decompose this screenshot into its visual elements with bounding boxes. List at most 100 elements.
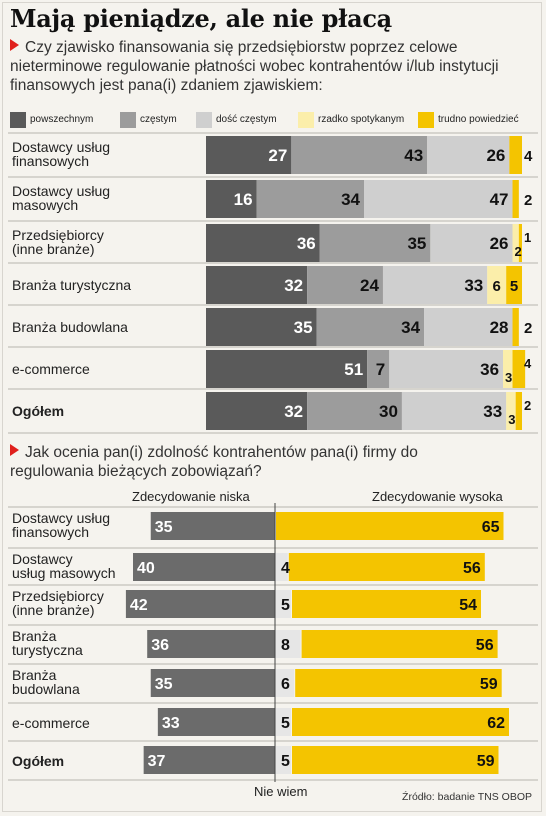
legend-swatch [298, 112, 314, 128]
data-label: 5 [281, 597, 290, 614]
data-label: 5 [510, 278, 518, 295]
bar-segment-trudno-powiedzieć [512, 350, 526, 388]
data-label: 28 [490, 318, 509, 337]
category-label: Ogółem [12, 753, 64, 769]
bar-zdecydowanie-wysoka [292, 746, 499, 774]
bar-zdecydowanie-niska [150, 512, 275, 540]
category-label: finansowych [12, 153, 89, 169]
data-label: 40 [137, 560, 155, 577]
data-label: 30 [379, 402, 398, 421]
bar-zdecydowanie-niska [133, 553, 275, 581]
bar-segment-powszechnym [206, 308, 317, 346]
category-label: Ogółem [12, 403, 64, 419]
question-1-text: Czy zjawisko finansowania się przedsiębi… [10, 39, 499, 94]
data-label: 4 [524, 356, 532, 371]
category-label: e-commerce [12, 715, 90, 731]
bar-segment-rzadko-spotykanym [512, 224, 519, 262]
data-label: 35 [155, 519, 173, 536]
bar-segment-powszechnym [206, 350, 368, 388]
red-triangle-icon [10, 39, 19, 51]
bar-segment-częstym [291, 136, 428, 174]
question-1: Czy zjawisko finansowania się przedsiębi… [10, 38, 540, 95]
bar-segment-częstym [319, 224, 431, 262]
data-label: 3 [505, 370, 512, 385]
legend: powszechnym częstym dość częstym rzadko … [10, 112, 540, 128]
data-label: 24 [360, 276, 379, 295]
bar-segment-trudno-powiedzieć [509, 136, 522, 174]
bar-segment-częstym [316, 308, 425, 346]
legend-swatch [10, 112, 26, 128]
legend-label: rzadko spotykanym [318, 114, 405, 125]
category-label: turystyczna [12, 642, 83, 658]
bar-segment-rzadko-spotykanym [487, 266, 507, 304]
bar-zdecydowanie-niska [150, 669, 275, 697]
bar-zdecydowanie-niska [125, 590, 276, 618]
category-label: Przedsiębiorcy [12, 227, 104, 243]
bar-segment-częstym [307, 266, 383, 304]
data-label: 32 [284, 276, 303, 295]
category-label: Branża turystyczna [12, 277, 131, 293]
data-label: 56 [463, 560, 481, 577]
bar-segment-powszechnym [206, 392, 308, 430]
data-label: 36 [297, 234, 316, 253]
bar-segment-dość-częstym [389, 350, 504, 388]
legend-label: dość częstym [216, 114, 277, 125]
data-label: 35 [155, 676, 173, 693]
bar-segment-dość-częstym [430, 224, 513, 262]
bar-zdecydowanie-wysoka [295, 669, 502, 697]
data-label: 65 [482, 519, 500, 536]
question-2: Jak ocenia pan(i) zdolność kontrahentów … [10, 443, 480, 481]
data-label: 6 [281, 676, 290, 693]
bar-segment-dość-częstym [364, 180, 513, 218]
bar-zdecydowanie-niska [157, 708, 275, 736]
data-label: 6 [493, 278, 501, 295]
bar-segment-rzadko-spotykanym [503, 350, 513, 388]
data-label: 3 [508, 412, 515, 427]
data-label: 32 [284, 402, 303, 421]
bar-segment-powszechnym [206, 266, 308, 304]
data-label: 36 [151, 637, 169, 654]
bar-segment-trudno-powiedzieć [518, 224, 522, 262]
data-label: 1 [524, 230, 531, 245]
bar-segment-częstym [367, 350, 390, 388]
data-label: 54 [459, 597, 477, 614]
question-2-text: Jak ocenia pan(i) zdolność kontrahentów … [10, 444, 418, 480]
bar-zdecydowanie-wysoka [301, 630, 498, 658]
bar-zdecydowanie-wysoka [288, 553, 485, 581]
data-label: 43 [404, 146, 423, 165]
bar-segment-trudno-powiedzieć [512, 180, 519, 218]
data-label: 26 [486, 146, 505, 165]
data-label: 33 [464, 276, 483, 295]
category-label: Przedsiębiorcy [12, 588, 104, 604]
category-label: Dostawcy [12, 551, 73, 567]
data-label: 4 [281, 560, 290, 577]
bar-zdecydowanie-wysoka [276, 512, 504, 540]
category-label: Branża budowlana [12, 319, 128, 335]
data-label: 34 [401, 318, 420, 337]
data-label: 34 [341, 190, 360, 209]
category-label: (inne branże) [12, 241, 95, 257]
data-label: 2 [515, 244, 522, 259]
data-label: 59 [480, 676, 498, 693]
bar-zdecydowanie-wysoka [292, 708, 509, 736]
data-label: 37 [148, 753, 166, 770]
data-label: 33 [483, 402, 502, 421]
category-label: budowlana [12, 681, 80, 697]
data-label: 56 [476, 637, 494, 654]
bar-zdecydowanie-niska [143, 746, 275, 774]
legend-swatch [120, 112, 136, 128]
bar-segment-powszechnym [206, 136, 292, 174]
legend-label: powszechnym [30, 114, 94, 125]
category-label: Branża [12, 628, 57, 644]
data-label: 4 [524, 148, 533, 165]
data-label: 51 [344, 360, 363, 379]
data-label: 36 [480, 360, 499, 379]
data-label: 62 [487, 715, 505, 732]
data-label: 8 [281, 637, 290, 654]
legend-swatch [196, 112, 212, 128]
bar-nie-wiem [275, 746, 291, 774]
category-label: masowych [12, 197, 78, 213]
data-label: 2 [524, 192, 532, 209]
data-label: 5 [281, 715, 290, 732]
bar-segment-trudno-powiedzieć [515, 392, 522, 430]
